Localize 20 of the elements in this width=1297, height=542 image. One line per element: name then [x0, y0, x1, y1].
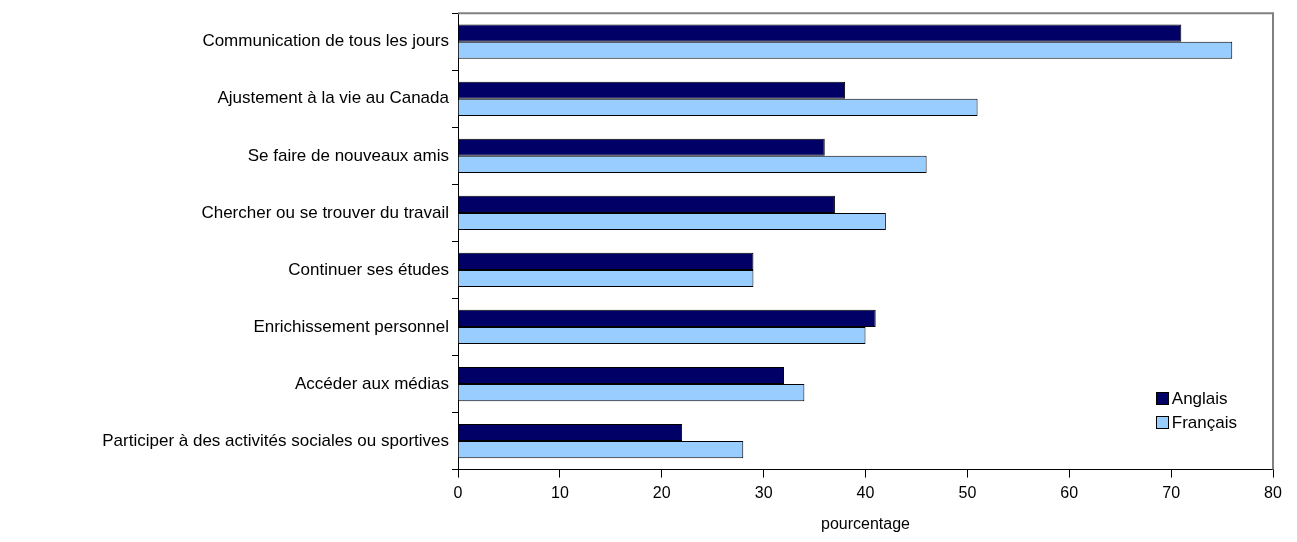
y-tick-label: Communication de tous les jours — [202, 31, 449, 51]
legend-label: Anglais — [1171, 388, 1228, 409]
y-tick-label: Accéder aux médias — [294, 373, 449, 393]
y-tick-label: Se faire de nouveaux amis — [247, 145, 449, 165]
x-tick-label: 0 — [453, 483, 463, 501]
x-tick-label: 50 — [958, 483, 977, 501]
x-tick-label: 60 — [1060, 483, 1079, 501]
y-tick-label: Chercher ou se trouver du travail — [201, 202, 449, 222]
x-tick-label: 40 — [856, 483, 875, 501]
x-tick-label: 30 — [754, 483, 773, 501]
x-tick-label: 70 — [1162, 483, 1181, 501]
x-tick-label: 80 — [1264, 483, 1282, 501]
y-tick-label: Participer à des activités sociales ou sportives — [102, 430, 449, 450]
x-tick-label: 10 — [550, 483, 569, 501]
y-tick-label: Enrichissement personnel — [253, 316, 449, 336]
y-tick-label: Continuer ses études — [288, 259, 449, 279]
y-tick-label: Ajustement à la vie au Canada — [217, 88, 450, 108]
legend-label: Français — [1171, 412, 1237, 433]
x-tick-label: 20 — [652, 483, 671, 501]
x-axis-title: pourcentage — [821, 514, 911, 532]
